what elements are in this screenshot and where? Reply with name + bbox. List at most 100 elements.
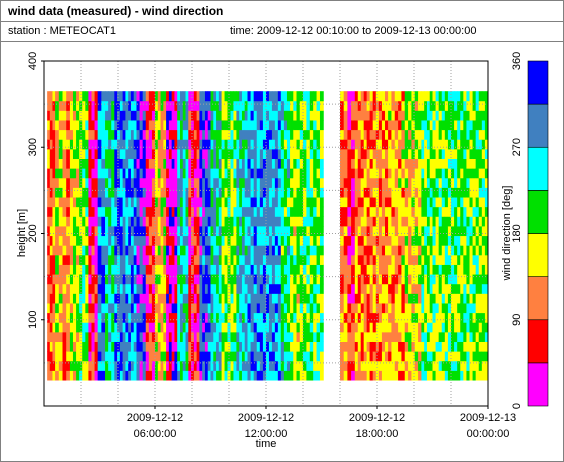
heatmap-cell: [268, 274, 273, 285]
heatmap-cell: [188, 274, 192, 285]
heatmap-cell: [457, 312, 461, 323]
heatmap-cell: [148, 168, 153, 179]
heatmap-cell: [122, 293, 126, 304]
heatmap-cell: [351, 197, 356, 208]
heatmap-cell: [266, 226, 270, 237]
heatmap-cell: [306, 274, 311, 285]
heatmap-cell: [454, 148, 458, 160]
heatmap-cell: [250, 351, 255, 362]
heatmap-cell: [351, 100, 356, 111]
heatmap-cell: [166, 206, 170, 217]
heatmap-cell: [216, 303, 220, 314]
heatmap-cell: [484, 245, 489, 256]
heatmap-cell: [97, 303, 102, 314]
heatmap-cell: [378, 360, 383, 371]
heatmap-cell: [193, 370, 198, 381]
colorbar-tick-label: 0: [511, 403, 523, 409]
heatmap-cell: [447, 158, 452, 169]
heatmap-cell: [79, 91, 83, 102]
heatmap-cell: [97, 322, 102, 333]
heatmap-cell: [62, 274, 67, 285]
heatmap-cell: [354, 235, 359, 246]
heatmap-cell: [286, 197, 291, 208]
heatmap-cell: [179, 206, 184, 217]
heatmap-cell: [101, 110, 106, 121]
heatmap-cell: [309, 283, 314, 294]
heatmap-cell: [293, 274, 297, 285]
heatmap-cell: [202, 110, 206, 121]
heatmap-cell: [421, 187, 425, 198]
heatmap-cell: [347, 148, 352, 160]
heatmap-cell: [224, 158, 228, 169]
heatmap-cell: [408, 351, 412, 362]
heatmap-cell: [259, 254, 264, 265]
heatmap-cell: [233, 264, 237, 275]
heatmap-cell: [290, 283, 294, 294]
heatmap-cell: [166, 129, 170, 140]
heatmap-cell: [369, 187, 374, 198]
heatmap-cell: [438, 293, 443, 304]
heatmap-cell: [414, 293, 419, 304]
heatmap-cell: [457, 235, 461, 246]
heatmap-cell: [319, 293, 324, 304]
heatmap-cell: [354, 293, 359, 304]
heatmap-cell: [316, 187, 321, 198]
heatmap-cell: [125, 158, 129, 169]
heatmap-cell: [454, 303, 458, 314]
heatmap-cell: [271, 158, 276, 169]
heatmap-cell: [168, 360, 173, 371]
heatmap-cell: [157, 293, 161, 304]
heatmap-cell: [343, 91, 348, 102]
heatmap-cell: [182, 120, 186, 131]
heatmap-cell: [130, 283, 135, 294]
heatmap-cell: [247, 264, 251, 275]
heatmap-cell: [316, 293, 321, 304]
heatmap-cell: [179, 139, 184, 150]
heatmap-cell: [340, 129, 345, 140]
heatmap-cell: [457, 283, 461, 294]
heatmap-cell: [253, 177, 258, 188]
heatmap-cell: [179, 158, 184, 169]
heatmap-cell: [414, 216, 419, 227]
heatmap-cell: [191, 264, 195, 275]
heatmap-cell: [290, 264, 294, 275]
heatmap-cell: [196, 264, 200, 275]
heatmap-cell: [247, 120, 251, 131]
heatmap-cell: [213, 110, 217, 121]
heatmap-cell: [191, 91, 195, 102]
heatmap-cell: [271, 283, 276, 294]
heatmap-cell: [247, 168, 251, 179]
heatmap-cell: [204, 110, 209, 121]
heatmap-cell: [218, 148, 222, 160]
heatmap-cell: [283, 168, 288, 179]
heatmap-cell: [262, 197, 267, 208]
heatmap-cell: [426, 206, 431, 217]
heatmap-cell: [472, 351, 477, 362]
heatmap-cell: [108, 91, 112, 102]
heatmap-cell: [55, 312, 60, 323]
heatmap-cell: [369, 245, 374, 256]
heatmap-cell: [444, 254, 449, 265]
heatmap-cell: [290, 274, 294, 285]
heatmap-cell: [475, 312, 480, 323]
heatmap-cell: [47, 110, 51, 121]
heatmap-cell: [466, 235, 470, 246]
heatmap-cell: [481, 206, 486, 217]
heatmap-cell: [62, 216, 67, 227]
heatmap-cell: [108, 283, 112, 294]
heatmap-cell: [274, 331, 279, 342]
heatmap-cell: [293, 91, 297, 102]
heatmap-cell: [47, 274, 51, 285]
heatmap-cell: [432, 129, 436, 140]
heatmap-cell: [313, 139, 317, 150]
heatmap-cell: [366, 341, 370, 352]
heatmap-cell: [372, 264, 377, 275]
heatmap-cell: [244, 351, 248, 362]
heatmap-cell: [49, 283, 53, 294]
heatmap-cell: [128, 226, 132, 237]
heatmap-cell: [313, 197, 317, 208]
heatmap-cell: [171, 341, 175, 352]
heatmap-cell: [414, 331, 419, 342]
heatmap-cell: [385, 322, 389, 333]
heatmap-cell: [316, 120, 321, 131]
